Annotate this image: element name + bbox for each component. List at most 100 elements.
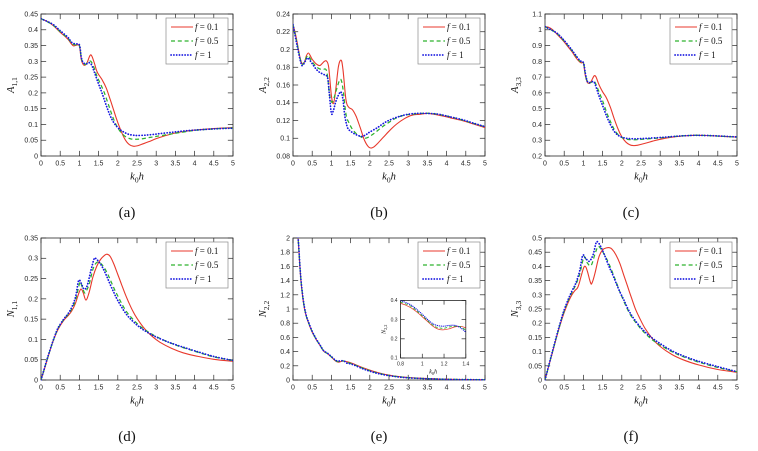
svg-text:3.5: 3.5 bbox=[171, 161, 181, 168]
curves bbox=[41, 17, 233, 147]
x-axis-label: k0h bbox=[130, 395, 144, 408]
svg-text:2.5: 2.5 bbox=[384, 385, 394, 392]
svg-text:0.5: 0.5 bbox=[532, 106, 542, 113]
x-axis-label: k0h bbox=[634, 395, 648, 408]
legend-box bbox=[165, 17, 229, 65]
svg-text:3.5: 3.5 bbox=[171, 385, 181, 392]
svg-text:5: 5 bbox=[735, 385, 739, 392]
svg-text:0.08: 0.08 bbox=[276, 153, 290, 160]
legend: f = 0.1 f = 0.5 f = 1 bbox=[165, 241, 229, 289]
svg-text:3: 3 bbox=[658, 385, 662, 392]
svg-text:0: 0 bbox=[291, 385, 295, 392]
svg-text:0.2: 0.2 bbox=[280, 47, 290, 54]
svg-text:0.05: 0.05 bbox=[24, 138, 38, 145]
svg-text:4: 4 bbox=[445, 385, 449, 392]
svg-text:3.5: 3.5 bbox=[423, 161, 433, 168]
curve-f-0.5 bbox=[400, 301, 466, 331]
svg-text:2: 2 bbox=[116, 385, 120, 392]
legend-label: f = 0.5 bbox=[699, 36, 723, 46]
svg-text:0.3: 0.3 bbox=[532, 138, 542, 145]
curve-f-1 bbox=[293, 23, 485, 138]
curve-f-0.1 bbox=[400, 303, 466, 331]
legend-label: f = 0.1 bbox=[699, 246, 722, 256]
curves bbox=[293, 23, 485, 149]
chart-f: 0 0.5 1 1.5 2 2.5 3 3.5 4 4.5 5 0 0.05 0.1 0.15 0.2 0.25… bbox=[510, 235, 739, 408]
y-tick-labels: 0.2 0.3 0.4 0.5 0.6 0.7 0.8 0.9 1 1.1 bbox=[532, 11, 542, 160]
svg-text:4.5: 4.5 bbox=[461, 385, 471, 392]
svg-text:5: 5 bbox=[231, 161, 235, 168]
curve-f-1 bbox=[545, 240, 737, 381]
svg-text:0.5: 0.5 bbox=[307, 161, 317, 168]
curve-f-0.5 bbox=[545, 245, 737, 381]
svg-text:0: 0 bbox=[39, 385, 43, 392]
svg-text:4.5: 4.5 bbox=[461, 161, 471, 168]
x-tick-labels: 0 0.5 1 1.5 2 2.5 3 3.5 4 4.5 5 bbox=[543, 385, 739, 392]
svg-text:4: 4 bbox=[193, 161, 197, 168]
legend-box bbox=[669, 17, 733, 65]
x-tick-labels: 0 0.5 1 1.5 2 2.5 3 3.5 4 4.5 5 bbox=[39, 161, 235, 168]
svg-text:1: 1 bbox=[329, 385, 333, 392]
svg-text:0.5: 0.5 bbox=[307, 385, 317, 392]
svg-text:3: 3 bbox=[406, 161, 410, 168]
svg-text:0.16: 0.16 bbox=[276, 82, 290, 89]
panel-f: 0 0.5 1 1.5 2 2.5 3 3.5 4 4.5 5 0 0.05 0.1 0.15 0.2 0.25… bbox=[505, 228, 757, 446]
svg-text:4.5: 4.5 bbox=[713, 385, 723, 392]
legend: f = 0.1 f = 0.5 f = 1 bbox=[417, 17, 481, 65]
svg-text:1.1: 1.1 bbox=[532, 11, 542, 18]
legend-box bbox=[669, 241, 733, 289]
legend-label: f = 1 bbox=[699, 274, 716, 284]
svg-text:0.1: 0.1 bbox=[28, 122, 38, 129]
svg-text:0.5: 0.5 bbox=[559, 161, 569, 168]
svg-text:5: 5 bbox=[231, 385, 235, 392]
svg-text:0.14: 0.14 bbox=[276, 100, 290, 107]
x-tick-labels: 0 0.5 1 1.5 2 2.5 3 3.5 4 4.5 5 bbox=[543, 161, 739, 168]
svg-text:0.8: 0.8 bbox=[280, 321, 290, 328]
tick-marks bbox=[292, 237, 486, 381]
svg-text:0.6: 0.6 bbox=[532, 90, 542, 97]
x-axis-label: k0h bbox=[382, 395, 396, 408]
svg-text:0: 0 bbox=[39, 161, 43, 168]
svg-text:0.1: 0.1 bbox=[532, 349, 542, 356]
chart-d: 0 0.5 1 1.5 2 2.5 3 3.5 4 4.5 5 0 0.05 0.1 0.15 0.2 0.25… bbox=[6, 235, 235, 408]
svg-text:0.3: 0.3 bbox=[28, 256, 38, 263]
legend-label: f = 0.1 bbox=[447, 22, 470, 32]
curves bbox=[545, 240, 737, 381]
curve-f-0.1 bbox=[545, 26, 737, 147]
x-tick-labels: 0 0.5 1 1.5 2 2.5 3 3.5 4 4.5 5 bbox=[39, 385, 235, 392]
svg-text:1.5: 1.5 bbox=[94, 385, 104, 392]
curve-f-1 bbox=[41, 17, 233, 137]
svg-text:0.3: 0.3 bbox=[532, 292, 542, 299]
curve-f-1 bbox=[545, 25, 737, 140]
svg-text:0.25: 0.25 bbox=[528, 306, 542, 313]
svg-text:1: 1 bbox=[581, 385, 585, 392]
svg-text:0.22: 0.22 bbox=[276, 29, 290, 36]
svg-text:3: 3 bbox=[658, 161, 662, 168]
svg-text:0.4: 0.4 bbox=[532, 264, 542, 271]
legend-label: f = 0.5 bbox=[447, 260, 471, 270]
svg-text:1.2: 1.2 bbox=[441, 361, 448, 367]
svg-text:0.2: 0.2 bbox=[532, 321, 542, 328]
legend: f = 0.1 f = 0.5 f = 1 bbox=[165, 17, 229, 65]
tick-marks bbox=[400, 300, 467, 359]
panel-c: 0 0.5 1 1.5 2 2.5 3 3.5 4 4.5 5 0.2 0.3 0.4 0.5 0.6 0.7 0… bbox=[505, 4, 757, 222]
chart-caption-d: (d) bbox=[118, 429, 136, 445]
svg-text:0.25: 0.25 bbox=[24, 75, 38, 82]
curve-f-0.5 bbox=[41, 18, 233, 140]
y-axis-label: N3,3 bbox=[510, 301, 523, 319]
y-axis-label: N2,2 bbox=[382, 325, 390, 335]
svg-text:0.18: 0.18 bbox=[276, 65, 290, 72]
legend-label: f = 0.1 bbox=[195, 246, 218, 256]
svg-text:0: 0 bbox=[286, 377, 290, 384]
curves bbox=[297, 237, 485, 381]
legend-label: f = 0.5 bbox=[195, 36, 219, 46]
x-axis-label: k0h bbox=[634, 171, 648, 184]
svg-text:0: 0 bbox=[543, 385, 547, 392]
chart-caption-e: (e) bbox=[370, 429, 388, 445]
x-tick-labels: 0.8 1 1.2 1.4 bbox=[397, 361, 469, 367]
curves bbox=[545, 25, 737, 147]
chart-b: 0 0.5 1 1.5 2 2.5 3 3.5 4 4.5 5 0.08 0.1 0.12 0.14 0.16… bbox=[258, 11, 487, 184]
svg-text:0.1: 0.1 bbox=[391, 356, 398, 362]
y-axis-label: A3,3 bbox=[510, 77, 523, 94]
svg-text:0.4: 0.4 bbox=[280, 349, 290, 356]
